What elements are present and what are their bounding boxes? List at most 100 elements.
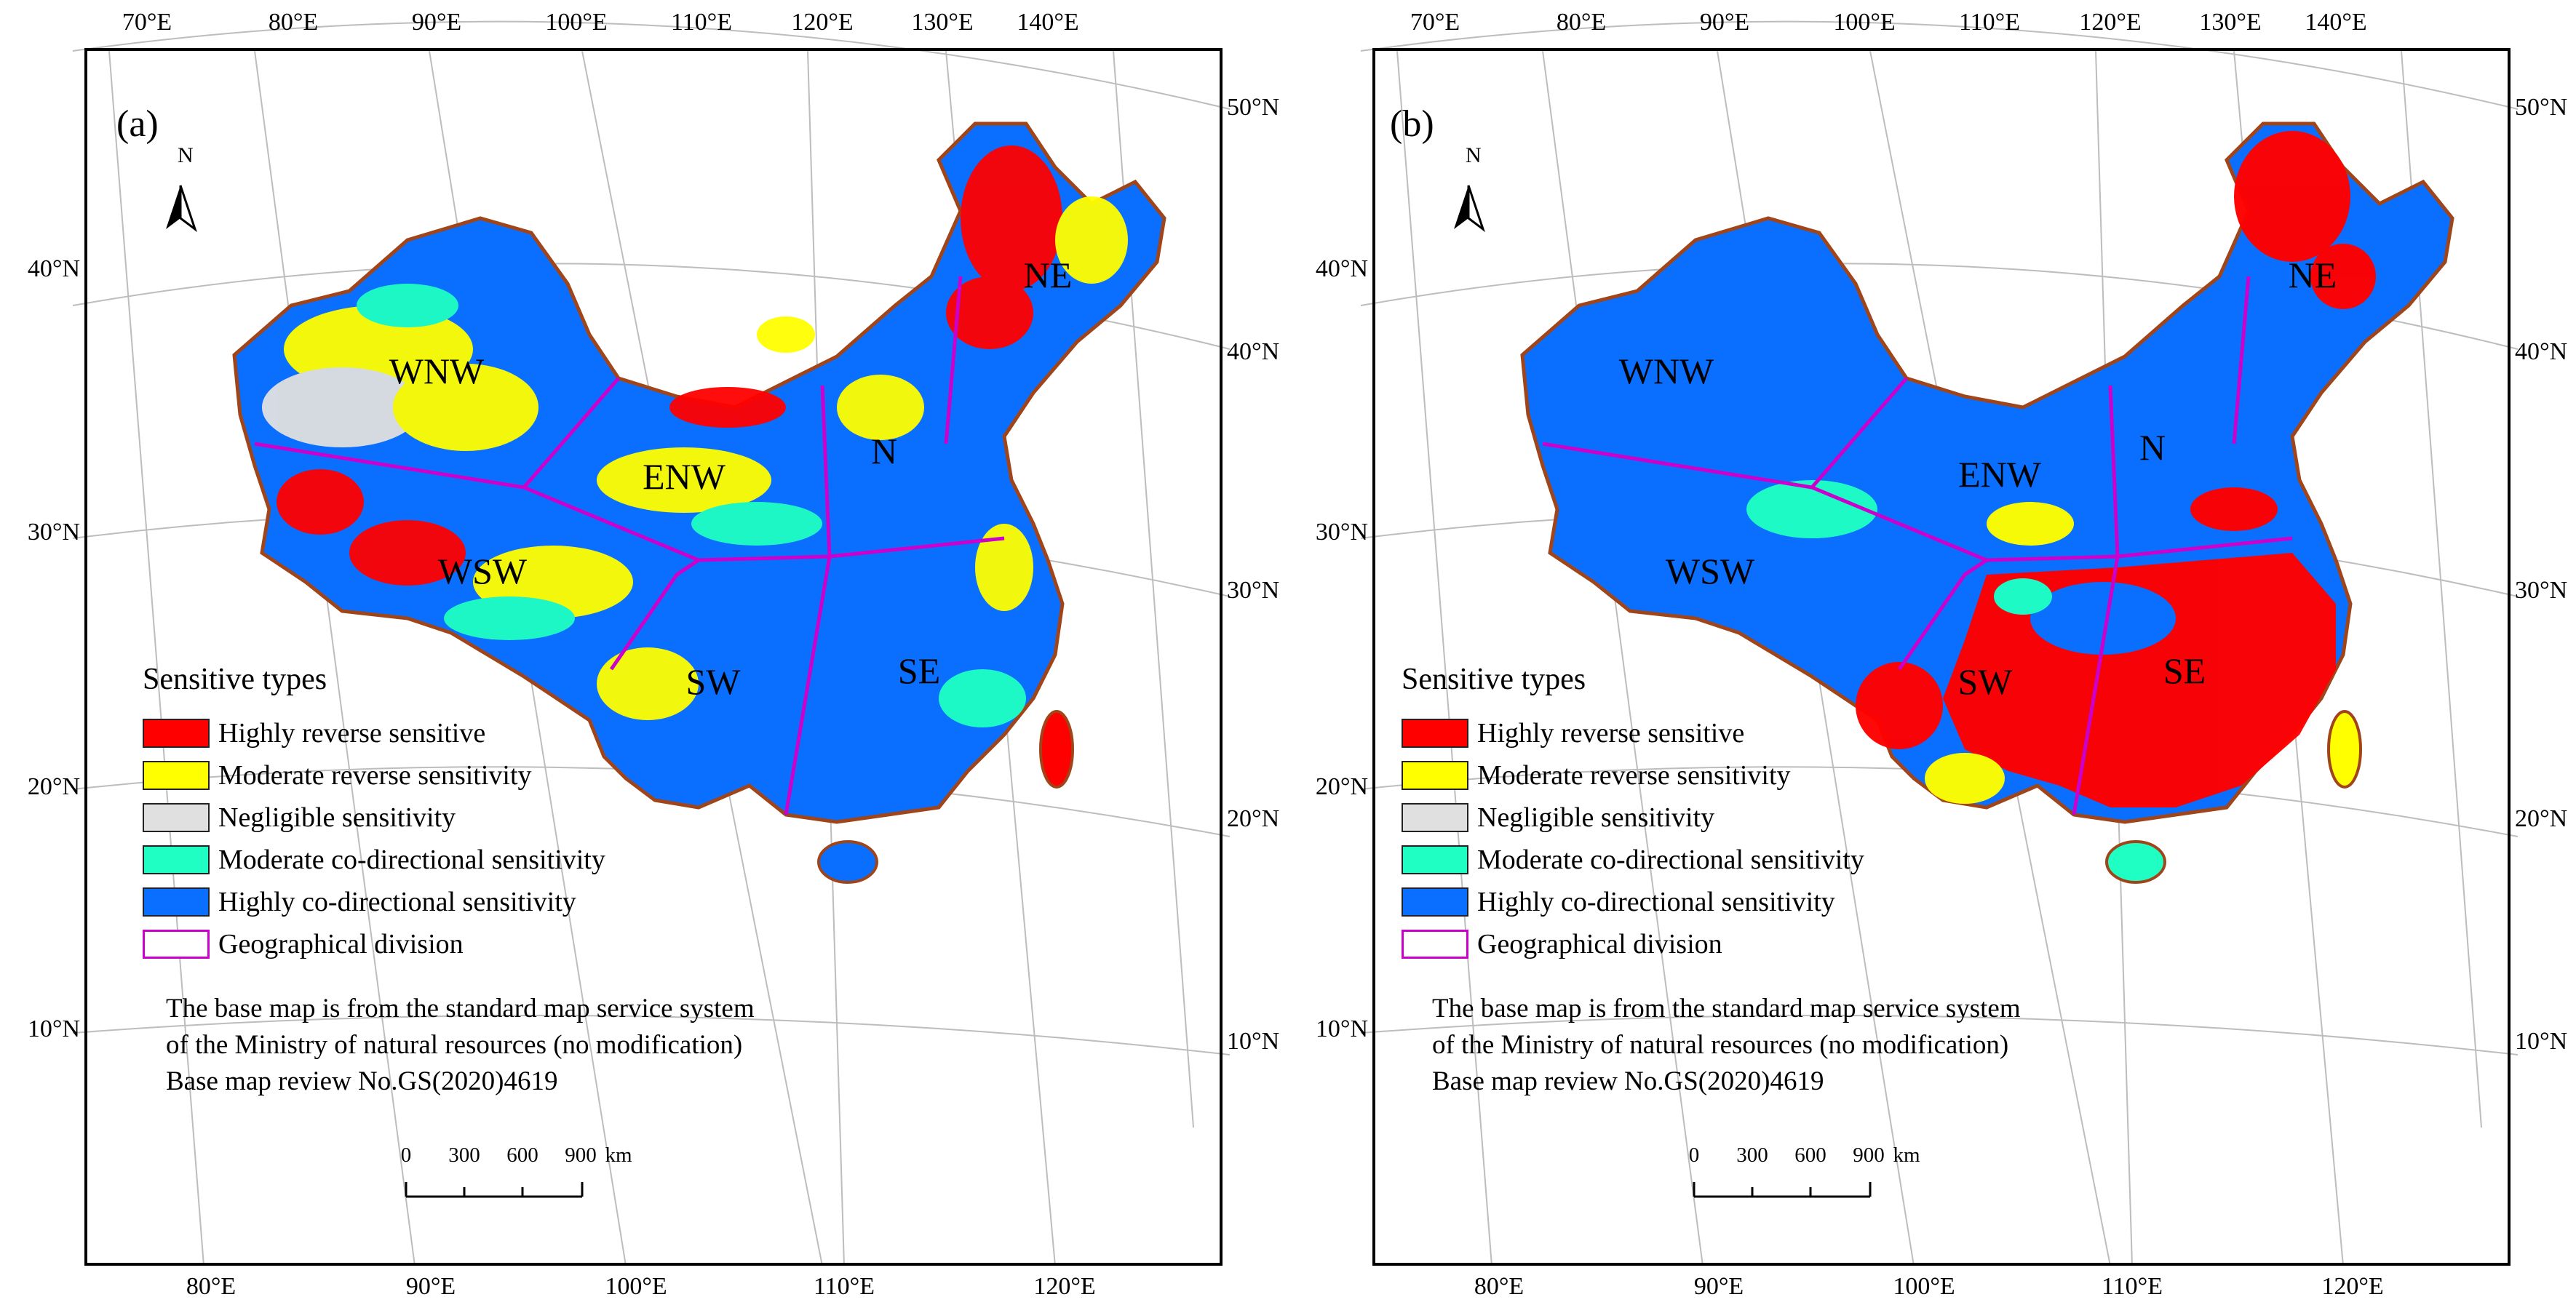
legend-label: Negligible sensitivity xyxy=(1477,802,1715,833)
top-longitude-tick: 80°E xyxy=(1556,9,1607,36)
scale-tick: 300 xyxy=(448,1144,480,1167)
map-frame xyxy=(84,48,1223,1266)
top-longitude-tick: 120°E xyxy=(2079,9,2142,36)
scale-bar-lines xyxy=(1693,1182,1872,1198)
left-latitude-tick: 20°N xyxy=(27,773,80,800)
panel-label: (a) xyxy=(116,103,159,145)
legend-label: Moderate reverse sensitivity xyxy=(218,760,532,791)
legend-swatch xyxy=(143,761,210,790)
legend-swatch xyxy=(143,930,210,959)
note-line: Base map review No.GS(2020)4619 xyxy=(1432,1066,1824,1096)
legend-label: Highly reverse sensitive xyxy=(1477,718,1745,749)
bottom-longitude-tick: 90°E xyxy=(405,1273,456,1300)
legend-swatch xyxy=(1402,803,1468,832)
left-latitude-tick: 10°N xyxy=(27,1015,80,1042)
legend-label: Geographical division xyxy=(218,929,464,959)
left-latitude-tick: 40°N xyxy=(1315,255,1368,282)
note-line: The base map is from the standard map se… xyxy=(1432,994,2021,1023)
note-line: The base map is from the standard map se… xyxy=(166,994,755,1023)
legend-title: Sensitive types xyxy=(143,663,327,696)
region-label: SE xyxy=(2163,650,2206,691)
legend-label: Highly reverse sensitive xyxy=(218,718,486,749)
legend-swatch xyxy=(143,845,210,874)
region-label: WSW xyxy=(1665,551,1755,591)
scale-tick: 600 xyxy=(1794,1144,1826,1167)
right-latitude-tick: 10°N xyxy=(2515,1028,2568,1055)
legend-label: Moderate co-directional sensitivity xyxy=(1477,845,1864,875)
legend-label: Highly co-directional sensitivity xyxy=(218,887,576,917)
left-latitude-tick: 30°N xyxy=(27,519,80,546)
legend-title: Sensitive types xyxy=(1402,663,1586,696)
china-map-b xyxy=(1520,121,2454,884)
right-latitude-tick: 20°N xyxy=(1227,805,1280,832)
scale-bar: 0 300 600 900 km xyxy=(1681,1144,1920,1202)
top-longitude-tick: 80°E xyxy=(268,9,319,36)
legend-swatch xyxy=(1402,845,1468,874)
right-latitude-tick: 50°N xyxy=(1227,94,1280,121)
north-arrow-label: N xyxy=(1466,143,1482,167)
bottom-longitude-tick: 120°E xyxy=(1033,1273,1096,1300)
map-panel-b: 70°E 80°E 90°E 100°E 110°E 120°E 130°E 1… xyxy=(1288,0,2576,1313)
bottom-longitude-tick: 120°E xyxy=(2321,1273,2384,1300)
region-label: N xyxy=(870,431,898,471)
scale-tick: 0 xyxy=(1688,1144,1700,1167)
region-label: WSW xyxy=(437,551,528,591)
top-longitude-tick: 90°E xyxy=(1699,9,1750,36)
basemap-note: The base map is from the standard map se… xyxy=(166,991,755,1100)
bottom-longitude-tick: 80°E xyxy=(1474,1273,1524,1300)
top-longitude-tick: 110°E xyxy=(670,9,733,36)
top-longitude-tick: 140°E xyxy=(2305,9,2367,36)
bottom-longitude-tick: 80°E xyxy=(186,1273,236,1300)
map-frame xyxy=(1372,48,2511,1266)
north-arrow: N xyxy=(1450,143,1493,222)
legend-swatch xyxy=(143,887,210,917)
top-longitude-tick: 110°E xyxy=(1958,9,2021,36)
top-longitude-tick: 90°E xyxy=(411,9,462,36)
legend-swatch xyxy=(1402,930,1468,959)
north-arrow: N xyxy=(162,143,205,222)
legend: Sensitive types Highly reverse sensitive… xyxy=(1402,662,1955,997)
left-latitude-tick: 30°N xyxy=(1315,519,1368,546)
scale-unit: km xyxy=(1893,1144,1920,1167)
bottom-longitude-tick: 100°E xyxy=(1893,1273,1955,1300)
scale-bar: 0 300 600 900 km xyxy=(393,1144,632,1202)
china-map-a xyxy=(232,121,1166,884)
legend-swatch xyxy=(1402,887,1468,917)
scale-bar-lines xyxy=(405,1182,584,1198)
top-longitude-tick: 100°E xyxy=(545,9,608,36)
legend-label: Highly co-directional sensitivity xyxy=(1477,887,1835,917)
top-longitude-tick: 130°E xyxy=(2199,9,2262,36)
legend-label: Negligible sensitivity xyxy=(218,802,456,833)
top-longitude-tick: 120°E xyxy=(791,9,854,36)
legend-swatch xyxy=(1402,719,1468,748)
bottom-longitude-tick: 90°E xyxy=(1693,1273,1744,1300)
scale-unit: km xyxy=(605,1144,632,1167)
geographical-division-lines xyxy=(254,276,1005,815)
left-latitude-tick: 20°N xyxy=(1315,773,1368,800)
scale-tick: 600 xyxy=(506,1144,538,1167)
legend: Sensitive types Highly reverse sensitive… xyxy=(143,662,696,997)
legend-label: Geographical division xyxy=(1477,929,1722,959)
scale-tick: 900 xyxy=(565,1144,597,1167)
right-latitude-tick: 40°N xyxy=(2515,338,2568,365)
legend-swatch xyxy=(143,719,210,748)
region-label: NE xyxy=(1023,255,1073,295)
legend-label: Moderate co-directional sensitivity xyxy=(218,845,605,875)
top-longitude-tick: 140°E xyxy=(1017,9,1079,36)
region-label: ENW xyxy=(1958,454,2041,495)
region-label: NE xyxy=(2288,255,2337,295)
scale-tick: 300 xyxy=(1736,1144,1768,1167)
region-label: WNW xyxy=(1618,351,1714,391)
right-latitude-tick: 30°N xyxy=(2515,577,2568,604)
bottom-longitude-tick: 110°E xyxy=(813,1273,875,1300)
north-arrow-graphic xyxy=(1454,185,1485,233)
region-label: SW xyxy=(1957,661,2013,702)
note-line: of the Ministry of natural resources (no… xyxy=(1432,1030,2009,1060)
legend-label: Moderate reverse sensitivity xyxy=(1477,760,1791,791)
right-latitude-tick: 10°N xyxy=(1227,1028,1280,1055)
left-latitude-tick: 10°N xyxy=(1315,1015,1368,1042)
right-latitude-tick: 50°N xyxy=(2515,94,2568,121)
region-label: SE xyxy=(897,650,941,691)
legend-swatch xyxy=(1402,761,1468,790)
top-longitude-tick: 70°E xyxy=(122,9,172,36)
